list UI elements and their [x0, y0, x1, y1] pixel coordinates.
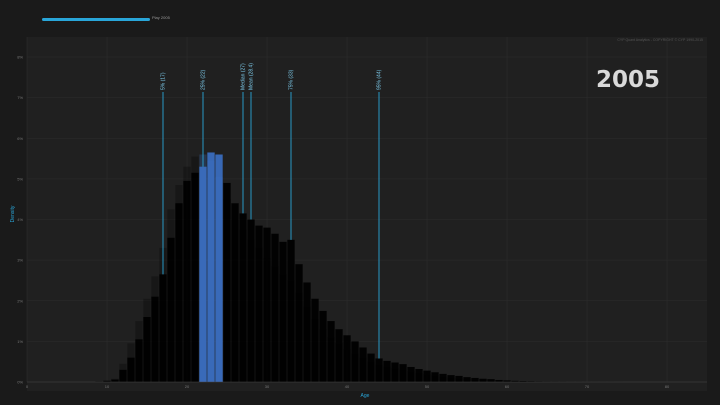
- bar: [527, 381, 535, 382]
- y-tick-label: 6%: [17, 136, 23, 141]
- playback-progress-bar[interactable]: [42, 18, 150, 21]
- bar: [535, 381, 543, 382]
- bar: [231, 203, 239, 382]
- y-tick-label: 2%: [17, 298, 23, 303]
- bar: [271, 233, 279, 382]
- bar: [415, 369, 423, 382]
- bar: [511, 380, 519, 382]
- marker-label: 75% (33): [289, 69, 295, 90]
- y-tick-label: 4%: [17, 217, 23, 222]
- bar: [103, 380, 111, 382]
- bar: [255, 225, 263, 382]
- bar: [135, 339, 143, 382]
- bar: [191, 172, 199, 382]
- x-tick-label: 70: [585, 384, 590, 389]
- bar: [431, 372, 439, 382]
- marker-label: Median (27): [241, 63, 247, 90]
- bar: [263, 227, 271, 382]
- bar: [127, 357, 135, 382]
- bar: [487, 379, 495, 382]
- bar: [215, 154, 223, 382]
- bar: [463, 377, 471, 382]
- bar: [295, 264, 303, 382]
- bar: [399, 364, 407, 382]
- bar: [471, 377, 479, 382]
- bar: [311, 298, 319, 382]
- bar: [479, 378, 487, 382]
- marker-label: Mean (28.4): [249, 63, 255, 90]
- bar: [391, 362, 399, 382]
- bar: [223, 182, 231, 382]
- bar: [287, 239, 295, 382]
- bar: [495, 379, 503, 382]
- bar: [159, 274, 167, 382]
- bar: [151, 296, 159, 382]
- bar: [503, 380, 511, 382]
- bar: [519, 380, 527, 382]
- x-tick-label: 0: [26, 384, 29, 389]
- y-tick-label: 0%: [17, 380, 23, 385]
- bar: [439, 373, 447, 382]
- bar: [383, 360, 391, 382]
- marker-label: 25% (22): [201, 69, 207, 90]
- bar: [167, 237, 175, 382]
- plot-background: [27, 37, 707, 391]
- x-tick-label: 30: [265, 384, 270, 389]
- bars: [95, 152, 671, 382]
- y-tick-label: 3%: [17, 258, 23, 263]
- bar: [207, 152, 215, 382]
- bar: [423, 370, 431, 382]
- bar: [327, 321, 335, 382]
- bar: [199, 166, 207, 382]
- bar: [143, 317, 151, 382]
- bar: [335, 329, 343, 382]
- x-tick-label: 50: [425, 384, 430, 389]
- axes: 0% 1% 2% 3% 4% 5% 6% 7% 8% 0 10 20 30 40 50 60 70 80: [17, 55, 707, 389]
- bar: [367, 353, 375, 382]
- bar: [111, 379, 119, 382]
- bar: [175, 203, 183, 382]
- marker-label: 95% (44): [377, 69, 383, 90]
- bar: [447, 375, 455, 382]
- x-tick-label: 10: [105, 384, 110, 389]
- bar: [183, 180, 191, 382]
- bar: [359, 347, 367, 382]
- bar: [247, 219, 255, 382]
- marker-label: 5% (17): [161, 72, 167, 90]
- x-axis-title: Age: [361, 393, 370, 399]
- x-tick-label: 40: [345, 384, 350, 389]
- year-label: 2005: [596, 67, 660, 93]
- bar: [351, 341, 359, 382]
- bar: [455, 375, 463, 382]
- y-tick-label: 8%: [17, 55, 23, 60]
- x-tick-label: 60: [505, 384, 510, 389]
- bar: [119, 369, 127, 382]
- copyright-text: CYP Quant Analytics - COPYRIGHT © CYP 19…: [617, 38, 703, 42]
- bar: [303, 282, 311, 382]
- bar: [319, 310, 327, 382]
- bar: [239, 213, 247, 382]
- playback-label: Play 2005: [152, 15, 170, 20]
- percentile-markers: 5% (17) 25% (22) Median (27) Mean (28.4) 75%…: [161, 63, 383, 359]
- y-axis-title: Density: [10, 205, 16, 222]
- bar: [375, 358, 383, 382]
- playback-progress-fill: [42, 18, 150, 21]
- y-tick-label: 7%: [17, 95, 23, 100]
- bar: [407, 366, 415, 382]
- bar: [343, 335, 351, 382]
- x-tick-label: 20: [185, 384, 190, 389]
- y-tick-label: 5%: [17, 176, 23, 181]
- y-tick-label: 1%: [17, 339, 23, 344]
- bar: [279, 241, 287, 382]
- x-tick-label: 80: [665, 384, 670, 389]
